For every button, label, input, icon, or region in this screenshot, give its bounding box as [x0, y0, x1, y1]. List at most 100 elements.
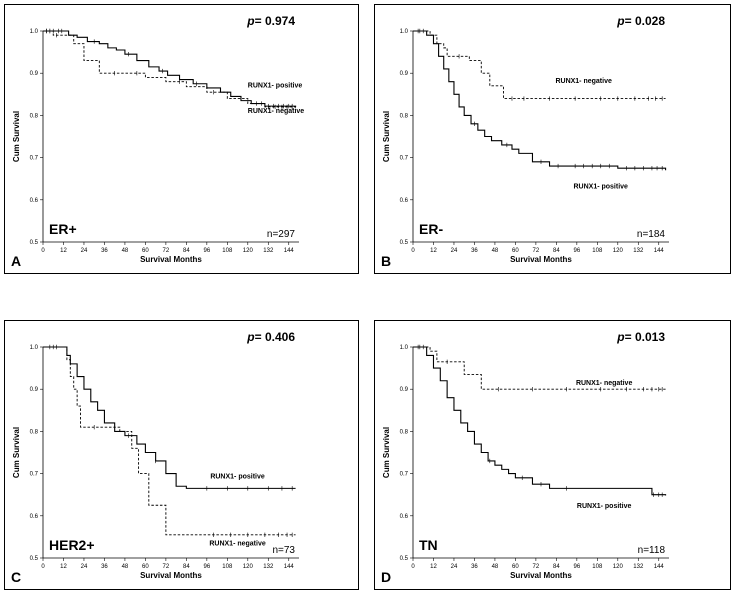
sample-size: n=184 — [637, 229, 666, 240]
series-label: RUNX1- negative — [209, 540, 266, 547]
km-chart-b: 0 12 24 36 48 60 72 84 96 108 120 132 144 0.5 0.6 0.7 0.… — [381, 14, 669, 269]
x-tick-label: 12 — [60, 564, 67, 570]
series-label: RUNX1- positive — [577, 503, 632, 510]
series-label: RUNX1- positive — [248, 83, 303, 90]
y-axis-title: Cum Survival — [382, 111, 391, 162]
panel-a: 0 12 24 36 48 60 72 84 96 108 120 132 144 0.5 0.6 0.7 0.… — [4, 4, 359, 274]
x-tick-label: 108 — [592, 248, 603, 254]
y-tick-label: 0.8 — [400, 429, 409, 435]
p-value: p= 0.013 — [616, 330, 665, 344]
x-tick-label: 96 — [573, 564, 580, 570]
x-tick-label: 60 — [142, 564, 149, 570]
x-tick-label: 72 — [533, 248, 540, 254]
sample-size: n=297 — [267, 229, 296, 240]
p-symbol: p — [616, 330, 624, 344]
x-tick-label: 12 — [430, 564, 437, 570]
x-tick-label: 24 — [81, 248, 88, 254]
x-tick-label: 84 — [553, 564, 560, 570]
y-axis-title: Cum Survival — [12, 111, 21, 162]
x-tick-label: 72 — [163, 564, 170, 570]
panel-c: 0 12 24 36 48 60 72 84 96 108 120 132 144 0.5 0.6 0.7 0.… — [4, 320, 359, 590]
x-tick-label: 36 — [101, 564, 108, 570]
panel-d: 0 12 24 36 48 60 72 84 96 108 120 132 144 0.5 0.6 0.7 0.… — [374, 320, 731, 590]
x-axis-title: Survival Months — [140, 571, 202, 580]
x-tick-label: 108 — [592, 564, 603, 570]
series-line-negative — [413, 346, 666, 390]
series-label: RUNX1- negative — [576, 380, 633, 387]
x-tick-label: 36 — [471, 248, 478, 254]
x-tick-label: 132 — [263, 248, 274, 254]
group-label: HER2+ — [49, 537, 95, 553]
series-line-positive — [413, 346, 667, 496]
y-tick-label: 1.0 — [30, 345, 39, 351]
x-tick-label: 0 — [411, 564, 415, 570]
series-label: RUNX1- negative — [248, 108, 305, 115]
series-line-negative — [43, 346, 296, 536]
x-tick-label: 36 — [471, 564, 478, 570]
y-tick-label: 1.0 — [30, 29, 39, 35]
panel-letter: C — [11, 569, 21, 585]
x-axis-title: Survival Months — [510, 255, 572, 264]
p-number: = 0.013 — [625, 330, 666, 344]
y-axis-title: Cum Survival — [12, 427, 21, 478]
group-label: TN — [419, 537, 438, 553]
series-line-negative — [413, 30, 666, 99]
x-tick-label: 96 — [203, 564, 210, 570]
x-tick-label: 12 — [430, 248, 437, 254]
x-tick-label: 144 — [654, 564, 665, 570]
y-tick-label: 0.6 — [30, 198, 39, 204]
x-tick-label: 36 — [101, 248, 108, 254]
x-tick-label: 72 — [163, 248, 170, 254]
y-tick-label: 0.7 — [30, 156, 39, 162]
y-tick-label: 0.5 — [30, 240, 39, 246]
panel-letter: D — [381, 569, 391, 585]
x-tick-label: 144 — [284, 564, 295, 570]
y-tick-label: 0.5 — [400, 240, 409, 246]
x-tick-label: 108 — [222, 248, 233, 254]
group-label: ER- — [419, 221, 443, 237]
x-tick-label: 48 — [492, 248, 499, 254]
p-value: p= 0.974 — [246, 14, 295, 28]
x-tick-label: 24 — [451, 564, 458, 570]
x-tick-label: 132 — [263, 564, 274, 570]
panel-b: 0 12 24 36 48 60 72 84 96 108 120 132 144 0.5 0.6 0.7 0.… — [374, 4, 731, 274]
series-label: RUNX1- positive — [573, 183, 628, 190]
x-tick-label: 120 — [613, 248, 624, 254]
y-tick-label: 0.8 — [400, 113, 409, 119]
p-number: = 0.028 — [625, 14, 666, 28]
x-tick-label: 132 — [633, 248, 644, 254]
x-tick-label: 0 — [411, 248, 415, 254]
series-line-positive — [43, 30, 297, 107]
y-axis-title: Cum Survival — [382, 427, 391, 478]
p-number: = 0.406 — [255, 330, 296, 344]
y-tick-label: 0.9 — [30, 387, 39, 393]
x-tick-label: 144 — [654, 248, 665, 254]
y-tick-label: 0.8 — [30, 113, 39, 119]
series-label: RUNX1- positive — [210, 474, 265, 481]
x-tick-label: 96 — [203, 248, 210, 254]
x-tick-label: 0 — [41, 248, 45, 254]
series-line-negative — [43, 30, 296, 108]
x-tick-label: 60 — [142, 248, 149, 254]
y-tick-label: 0.5 — [400, 556, 409, 562]
series-line-positive — [413, 30, 667, 171]
x-tick-label: 48 — [122, 248, 129, 254]
x-tick-label: 120 — [243, 248, 254, 254]
x-tick-label: 60 — [512, 564, 519, 570]
y-tick-label: 0.9 — [400, 71, 409, 77]
p-value: p= 0.406 — [246, 330, 295, 344]
panel-letter: A — [11, 253, 21, 269]
x-tick-label: 108 — [222, 564, 233, 570]
y-tick-label: 0.7 — [30, 472, 39, 478]
panel-letter: B — [381, 253, 391, 269]
x-tick-label: 48 — [122, 564, 129, 570]
x-tick-label: 0 — [41, 564, 45, 570]
x-tick-label: 132 — [633, 564, 644, 570]
y-tick-label: 0.5 — [30, 556, 39, 562]
p-number: = 0.974 — [255, 14, 296, 28]
x-axis-title: Survival Months — [140, 255, 202, 264]
sample-size: n=73 — [272, 545, 295, 556]
x-tick-label: 144 — [284, 248, 295, 254]
x-tick-label: 84 — [183, 248, 190, 254]
y-tick-label: 0.6 — [400, 514, 409, 520]
